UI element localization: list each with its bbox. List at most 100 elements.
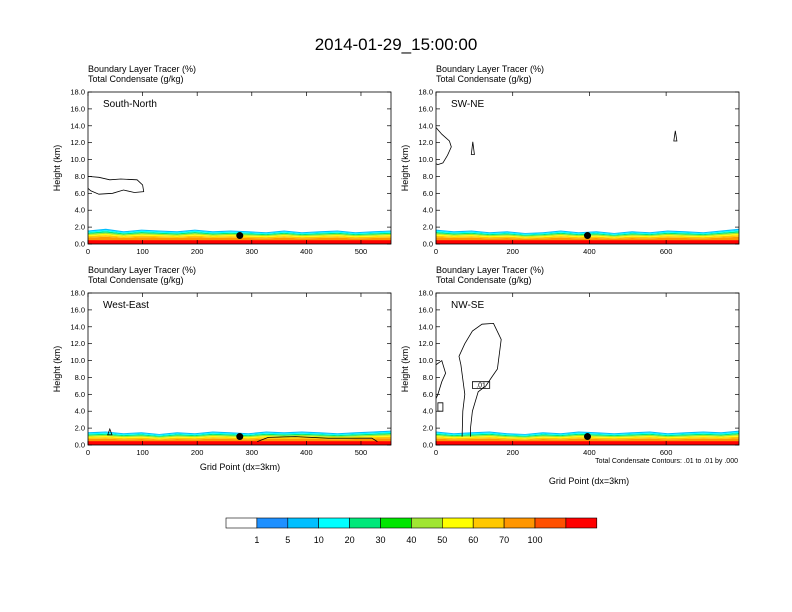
location-marker	[236, 433, 244, 441]
bl-tracer-band	[436, 232, 739, 237]
panel-header-line1: Boundary Layer Tracer (%)	[436, 64, 544, 74]
x-tick-label: 300	[246, 448, 259, 457]
condensate-contour	[471, 381, 491, 389]
y-tick-label: 0.0	[423, 240, 433, 249]
y-tick-label: 8.0	[423, 172, 433, 181]
bl-tracer-band	[88, 228, 391, 234]
x-tick-label: 400	[583, 448, 596, 457]
y-tick-label: 18.0	[418, 289, 433, 298]
y-tick-label: 2.0	[75, 223, 85, 232]
colorbar-label: 50	[437, 535, 447, 545]
y-tick-label: 6.0	[423, 390, 433, 399]
panel-header-line2: Total Condensate (g/kg)	[88, 275, 184, 285]
y-tick-label: 10.0	[418, 155, 433, 164]
x-tick-label: 600	[660, 247, 673, 256]
colorbar-label: 20	[345, 535, 355, 545]
plot-area: .01	[436, 322, 739, 445]
y-tick-label: 18.0	[418, 88, 433, 97]
bl-tracer-band	[88, 430, 391, 435]
condensate-contour	[436, 127, 452, 166]
y-tick-label: 0.0	[423, 441, 433, 450]
x-tick-label: 500	[355, 448, 368, 457]
y-tick-label: 8.0	[75, 172, 85, 181]
y-tick-label: 18.0	[70, 88, 85, 97]
contour-note: Total Condensate Contours: .01 to .01 by…	[595, 458, 738, 465]
condensate-contour	[673, 130, 678, 142]
panel-name: SW-NE	[451, 99, 484, 110]
y-tick-label: 2.0	[75, 424, 85, 433]
y-axis-label: Height (km)	[400, 145, 410, 192]
colorbar-label: 5	[285, 535, 290, 545]
figure-title: 2014-01-29_15:00:00	[315, 35, 478, 54]
bl-tracer-base	[436, 240, 739, 244]
y-tick-label: 16.0	[70, 305, 85, 314]
y-tick-label: 14.0	[418, 121, 433, 130]
bl-tracer-base	[88, 240, 391, 244]
colorbar-swatch	[349, 517, 381, 529]
x-tick-label: 400	[583, 247, 596, 256]
condensate-contour	[257, 436, 378, 442]
y-tick-label: 12.0	[418, 339, 433, 348]
plot-frame	[87, 91, 392, 245]
x-tick-label: 200	[506, 448, 519, 457]
bl-tracer-band	[436, 233, 739, 238]
x-axis-label-left: Grid Point (dx=3km)	[200, 462, 280, 472]
x-tick-label: 200	[191, 448, 204, 457]
x-tick-label: 400	[300, 448, 313, 457]
colorbar-label: 40	[406, 535, 416, 545]
panel-west-east: Boundary Layer Tracer (%)Total Condensat…	[52, 265, 392, 457]
x-tick-label: 200	[191, 247, 204, 256]
condensate-contour	[88, 176, 145, 195]
condensate-contour	[437, 402, 444, 412]
colorbar-swatch	[380, 517, 412, 529]
colorbar: 1 5 10 20 30 40 50 60 70 100	[225, 517, 598, 545]
panel-header-line2: Total Condensate (g/kg)	[436, 74, 532, 84]
y-tick-label: 4.0	[75, 206, 85, 215]
colorbar-swatch	[441, 517, 474, 529]
y-tick-label: 10.0	[70, 356, 85, 365]
location-marker	[584, 433, 591, 441]
colorbar-swatch	[411, 517, 443, 529]
x-tick-label: 200	[506, 247, 519, 256]
x-tick-label: 0	[434, 247, 438, 256]
colorbar-swatch	[503, 517, 536, 529]
bl-tracer-band	[436, 430, 739, 435]
panel-header-line1: Boundary Layer Tracer (%)	[88, 265, 196, 275]
bl-tracer-base	[88, 441, 391, 445]
y-tick-label: 10.0	[70, 155, 85, 164]
colorbar-label: 1	[254, 535, 259, 545]
colorbar-label: 100	[527, 535, 542, 545]
plot-frame	[435, 91, 740, 245]
y-axis-label: Height (km)	[400, 346, 410, 393]
panel-sw-ne: Boundary Layer Tracer (%)Total Condensat…	[400, 64, 740, 256]
x-tick-label: 100	[136, 448, 149, 457]
y-tick-label: 2.0	[423, 424, 433, 433]
y-tick-label: 16.0	[418, 104, 433, 113]
plot-frame	[87, 292, 392, 446]
y-tick-label: 12.0	[70, 339, 85, 348]
panel-name: South-North	[103, 99, 157, 110]
colorbar-swatch	[225, 517, 258, 529]
y-tick-label: 6.0	[75, 390, 85, 399]
bl-tracer-band	[436, 228, 739, 234]
condensate-contour	[458, 322, 502, 437]
x-tick-label: 100	[136, 247, 149, 256]
colorbar-label: 60	[468, 535, 478, 545]
panel-header-line2: Total Condensate (g/kg)	[436, 275, 532, 285]
panel-nw-se: Boundary Layer Tracer (%)Total Condensat…	[400, 265, 740, 457]
location-marker	[236, 232, 244, 240]
colorbar-label: 30	[375, 535, 385, 545]
y-tick-label: 18.0	[70, 289, 85, 298]
y-tick-label: 0.0	[75, 441, 85, 450]
y-tick-label: 0.0	[75, 240, 85, 249]
panel-name: NW-SE	[451, 300, 484, 311]
x-tick-label: 600	[660, 448, 673, 457]
plot-area	[436, 127, 739, 244]
y-tick-label: 4.0	[75, 407, 85, 416]
y-tick-label: 10.0	[418, 356, 433, 365]
condensate-contour	[107, 427, 113, 436]
bl-tracer-base	[436, 441, 739, 445]
y-tick-label: 6.0	[423, 189, 433, 198]
condensate-contour	[470, 141, 475, 155]
